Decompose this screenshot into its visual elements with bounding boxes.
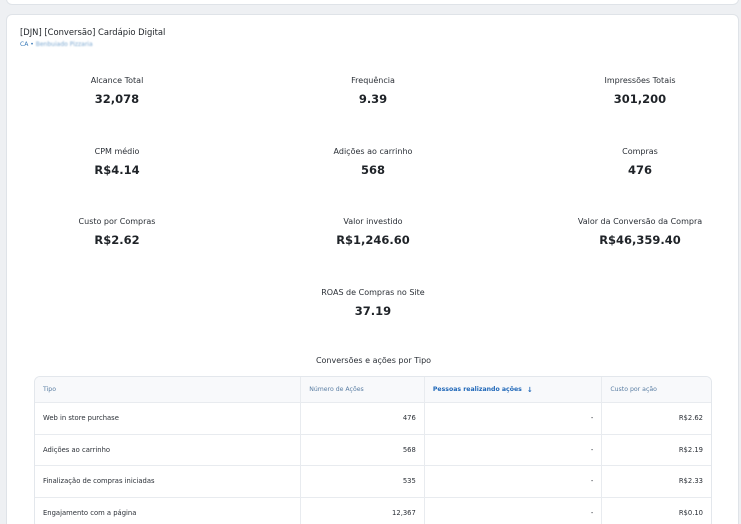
metric-value: R$2.62 bbox=[94, 233, 140, 247]
cell-pessoas: - bbox=[423, 497, 601, 524]
metric-value: 476 bbox=[627, 163, 652, 177]
metric-value: R$46,359.40 bbox=[599, 233, 681, 247]
cell-tipo: Engajamento com a página bbox=[43, 508, 137, 517]
metric-impressoes-totais: Impressões Totais 301,200 bbox=[530, 76, 741, 106]
metric-label: Frequência bbox=[351, 76, 395, 85]
metric-value: 9.39 bbox=[358, 92, 388, 106]
campaign-account[interactable]: CA • Benbuiado Pizzaria bbox=[20, 41, 165, 48]
cell-custo: R$2.33 bbox=[601, 466, 711, 497]
metric-value: R$4.14 bbox=[94, 163, 140, 177]
metric-value: 568 bbox=[360, 163, 385, 177]
metric-label: Alcance Total bbox=[90, 76, 144, 85]
campaign-title: [DJN] [Conversão] Cardápio Digital bbox=[20, 27, 166, 37]
table-row: Web in store purchase 476 - R$2.62 bbox=[35, 402, 711, 434]
metric-label: Custo por Compras bbox=[78, 217, 156, 226]
table-row: Engajamento com a página 12,367 - R$0.10 bbox=[35, 496, 711, 524]
metric-label: Adições ao carrinho bbox=[333, 147, 413, 156]
cell-pessoas: - bbox=[423, 466, 601, 497]
cell-numero-acoes: 568 bbox=[300, 434, 424, 465]
cell-pessoas: - bbox=[423, 403, 601, 434]
metric-label: Valor da Conversão da Compra bbox=[577, 217, 703, 226]
table-row: Finalização de compras iniciadas 535 - R… bbox=[35, 465, 711, 497]
column-header-pessoas[interactable]: Pessoas realizando ações ↓ bbox=[423, 377, 601, 402]
metric-cpm-medio: CPM médio R$4.14 bbox=[7, 147, 227, 177]
cell-custo: R$0.10 bbox=[601, 497, 711, 524]
account-name[interactable]: Benbuiado Pizzaria bbox=[35, 41, 93, 48]
metric-value: R$1,246.60 bbox=[336, 233, 410, 247]
metric-label: CPM médio bbox=[94, 147, 140, 156]
campaign-header: [DJN] [Conversão] Cardápio Digital CA • … bbox=[20, 27, 165, 48]
column-header-numero-acoes[interactable]: Número de Ações bbox=[300, 377, 424, 402]
conversions-section-title: Conversões e ações por Tipo bbox=[315, 356, 432, 365]
cell-custo: R$2.19 bbox=[601, 434, 711, 465]
cell-pessoas: - bbox=[423, 434, 601, 465]
cell-numero-acoes: 476 bbox=[300, 403, 424, 434]
cell-tipo: Finalização de compras iniciadas bbox=[43, 477, 155, 486]
arrow-down-icon[interactable]: ↓ bbox=[526, 385, 533, 394]
metric-adicoes-carrinho: Adições ao carrinho 568 bbox=[263, 147, 483, 177]
metric-label: Compras bbox=[622, 147, 658, 156]
account-prefix: CA • bbox=[20, 41, 34, 48]
conversions-table: Tipo Número de Ações Pessoas realizando … bbox=[34, 376, 712, 524]
metric-valor-conversao: Valor da Conversão da Compra R$46,359.40 bbox=[530, 217, 741, 247]
column-header-tipo[interactable]: Tipo bbox=[43, 386, 57, 393]
cell-tipo: Adições ao carrinho bbox=[43, 445, 111, 454]
metric-value: 301,200 bbox=[613, 92, 667, 106]
table-row: Adições ao carrinho 568 - R$2.19 bbox=[35, 433, 711, 465]
metric-roas: ROAS de Compras no Site 37.19 bbox=[263, 288, 483, 318]
column-header-custo[interactable]: Custo por ação bbox=[601, 377, 711, 402]
table-header-row: Tipo Número de Ações Pessoas realizando … bbox=[35, 377, 711, 402]
metric-value: 32,078 bbox=[94, 92, 140, 106]
metric-custo-por-compras: Custo por Compras R$2.62 bbox=[7, 217, 227, 247]
metric-alcance-total: Alcance Total 32,078 bbox=[7, 76, 227, 106]
metric-label: ROAS de Compras no Site bbox=[321, 288, 425, 297]
metric-label: Impressões Totais bbox=[604, 76, 676, 85]
campaign-card: [DJN] [Conversão] Cardápio Digital CA • … bbox=[6, 14, 739, 524]
metric-frequencia: Frequência 9.39 bbox=[263, 76, 483, 106]
metric-compras: Compras 476 bbox=[530, 147, 741, 177]
cell-tipo: Web in store purchase bbox=[43, 414, 119, 423]
column-header-label: Pessoas realizando ações bbox=[432, 386, 522, 393]
cell-numero-acoes: 535 bbox=[300, 466, 424, 497]
cell-numero-acoes: 12,367 bbox=[300, 497, 424, 524]
metric-label: Valor investido bbox=[343, 217, 403, 226]
metric-value: 37.19 bbox=[354, 304, 392, 318]
metric-valor-investido: Valor investido R$1,246.60 bbox=[263, 217, 483, 247]
previous-card bbox=[6, 0, 739, 5]
cell-custo: R$2.62 bbox=[601, 403, 711, 434]
